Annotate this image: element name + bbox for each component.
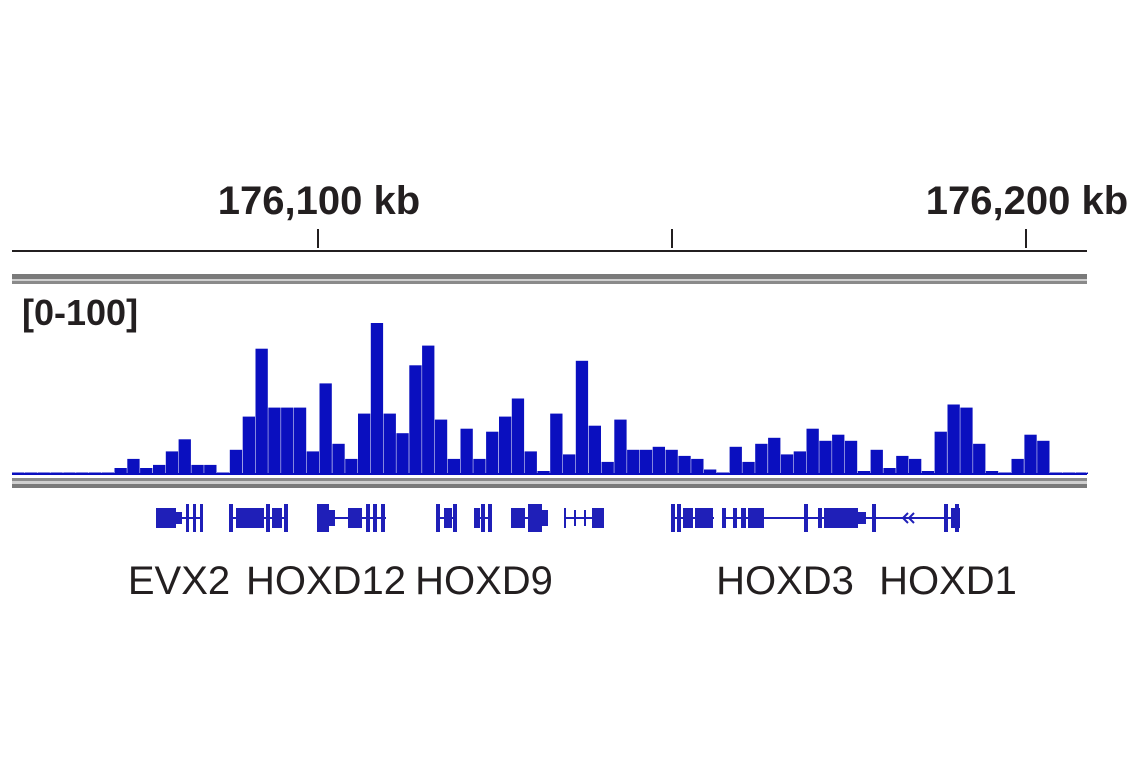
coverage-bar <box>293 407 307 474</box>
coverage-bar <box>127 458 140 474</box>
coverage-bar <box>832 434 845 474</box>
coverage-bar <box>204 464 217 474</box>
gene-model-hoxd4 <box>671 504 714 532</box>
gene-label-evx2: EVX2 <box>128 559 230 603</box>
coverage-bar <box>242 416 255 474</box>
coverage-track <box>12 323 1088 475</box>
coverage-bar <box>1087 472 1088 474</box>
coverage-bar <box>857 471 871 474</box>
ruler-tick-label-2: 176,200 kb <box>926 179 1128 223</box>
gene-label-hoxd3: HOXD3 <box>716 559 854 603</box>
coverage-bar <box>255 348 268 474</box>
coverage-bar <box>678 455 691 474</box>
gene-model-hoxd13 <box>229 504 288 532</box>
coverage-bar <box>1011 458 1024 474</box>
coverage-bar <box>909 458 922 474</box>
coverage-bar <box>575 360 589 475</box>
coverage-bar <box>281 407 294 474</box>
gene-annotation-track <box>156 504 960 532</box>
coverage-bar <box>358 413 371 474</box>
coverage-bar <box>883 468 896 474</box>
coverage-bar <box>704 469 717 474</box>
coverage-bar <box>383 413 396 474</box>
coverage-bar <box>537 471 550 474</box>
ruler: 176,100 kb 176,200 kb <box>12 179 1128 252</box>
coverage-bar <box>473 458 486 474</box>
coverage-bar <box>345 458 358 474</box>
coverage-bar <box>524 451 537 474</box>
coverage-bar <box>409 365 422 474</box>
coverage-bar <box>729 446 742 474</box>
coverage-bar <box>434 419 448 474</box>
coverage-bar <box>960 407 973 474</box>
gene-label-hoxd1: HOXD1 <box>879 559 1017 603</box>
coverage-bar <box>921 471 935 474</box>
coverage-bar <box>191 464 204 474</box>
coverage-bar <box>947 404 960 474</box>
track-divider-bottom <box>12 478 1087 488</box>
gene-model-hoxd9 <box>474 504 492 532</box>
gene-model-hoxd3 <box>722 504 866 532</box>
coverage-bar <box>229 449 243 474</box>
track-range-label: [0-100] <box>22 292 138 333</box>
gene-model-hoxd12 <box>317 504 386 532</box>
coverage-bar <box>639 449 653 474</box>
coverage-bar <box>793 451 806 474</box>
coverage-bar <box>460 428 473 474</box>
gene-label-hoxd12: HOXD12 <box>246 559 406 603</box>
gene-label-hoxd9: HOXD9 <box>415 559 553 603</box>
coverage-bar <box>306 451 319 474</box>
coverage-bar <box>601 461 614 474</box>
coverage-bar <box>691 458 704 474</box>
coverage-bar <box>396 433 409 474</box>
coverage-bar <box>563 454 576 474</box>
coverage-bar <box>268 407 281 474</box>
coverage-bar <box>973 443 986 474</box>
coverage-bar <box>1024 434 1037 474</box>
coverage-bar <box>499 416 512 474</box>
coverage-bar <box>844 440 858 474</box>
coverage-bar <box>934 431 947 474</box>
coverage-bar <box>819 440 832 474</box>
coverage-bar <box>319 383 332 474</box>
track-divider-top <box>12 274 1087 284</box>
gene-model-hoxd10 <box>436 504 457 532</box>
coverage-bar <box>486 431 499 474</box>
coverage-bar <box>511 398 525 474</box>
coverage-bar <box>806 428 819 474</box>
gene-model-hoxd8 <box>511 504 548 532</box>
coverage-bar <box>370 323 384 474</box>
gene-model-evx2 <box>156 504 203 532</box>
coverage-bar <box>140 468 153 474</box>
coverage-bar <box>114 468 127 474</box>
coverage-bar <box>178 439 191 474</box>
coverage-bar <box>896 455 909 474</box>
coverage-bar <box>422 345 435 474</box>
coverage-bar <box>614 419 627 474</box>
coverage-bar <box>768 437 781 474</box>
gene-model-hoxd1 <box>866 504 960 532</box>
coverage-bar <box>550 413 563 474</box>
coverage-bar <box>588 425 601 474</box>
coverage-bar <box>985 471 999 474</box>
coverage-bar <box>652 446 665 474</box>
coverage-bar <box>755 443 768 474</box>
gene-labels: EVX2 HOXD12 HOXD9 HOXD3 HOXD1 <box>128 559 1017 603</box>
coverage-bar <box>153 464 166 474</box>
coverage-bar <box>780 454 794 474</box>
coverage-bar <box>332 443 345 474</box>
coverage-bar <box>1037 440 1050 474</box>
ruler-tick-label-1: 176,100 kb <box>218 179 420 223</box>
coverage-bar <box>165 451 179 474</box>
coverage-bar <box>627 449 640 474</box>
coverage-bar <box>742 461 755 474</box>
coverage-bar <box>665 449 678 474</box>
coverage-bar <box>447 458 460 474</box>
gene-model-mir10b <box>564 508 604 528</box>
coverage-bar <box>870 449 883 474</box>
